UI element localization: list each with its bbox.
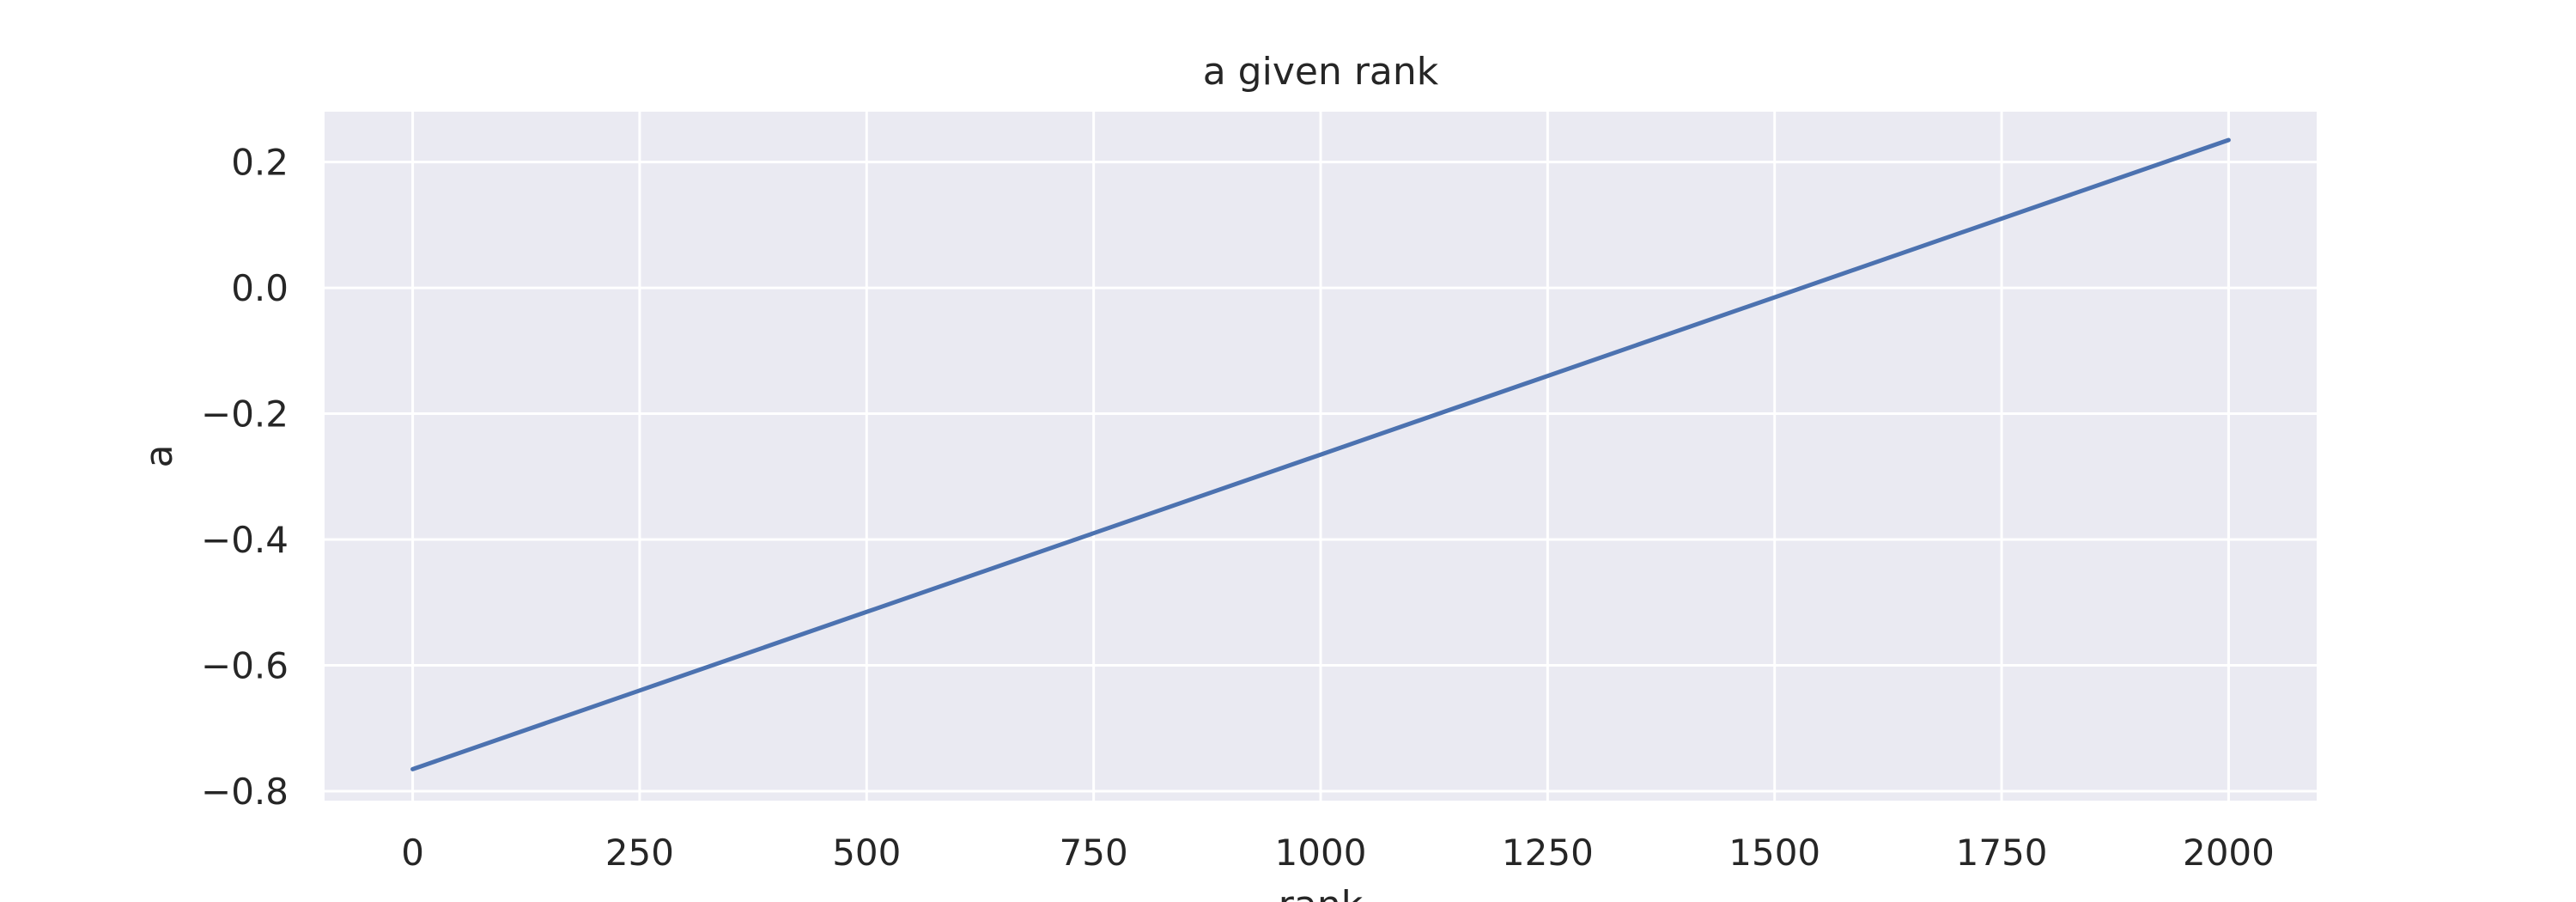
x-tick-label: 1500 — [1728, 832, 1820, 874]
y-tick-label: −0.4 — [201, 519, 289, 561]
chart-title: a given rank — [1203, 50, 1439, 94]
y-tick-label: 0.0 — [231, 267, 289, 309]
y-tick-label: −0.6 — [201, 645, 289, 687]
x-tick-labels: 0 250 500 750 1000 1250 1500 1750 2000 — [401, 832, 2275, 874]
x-tick-label: 750 — [1060, 832, 1128, 874]
y-tick-label: 0.2 — [231, 142, 289, 184]
y-tick-label: −0.2 — [201, 393, 289, 436]
x-tick-label: 0 — [401, 832, 424, 874]
series-layer — [410, 137, 2231, 771]
x-tick-label: 500 — [832, 832, 901, 874]
grid-lines — [325, 112, 2317, 801]
x-axis-label: rank — [1279, 883, 1364, 902]
y-axis-label: a — [137, 445, 181, 468]
x-tick-label: 1250 — [1502, 832, 1594, 874]
x-tick-label: 1000 — [1275, 832, 1367, 874]
series-line — [410, 137, 2231, 771]
x-tick-label: 250 — [605, 832, 674, 874]
y-tick-labels: −0.8 −0.6 −0.4 −0.2 0.0 0.2 — [201, 142, 289, 813]
y-tick-label: −0.8 — [201, 771, 289, 813]
x-tick-label: 2000 — [2183, 832, 2275, 874]
x-tick-label: 1750 — [1956, 832, 2048, 874]
